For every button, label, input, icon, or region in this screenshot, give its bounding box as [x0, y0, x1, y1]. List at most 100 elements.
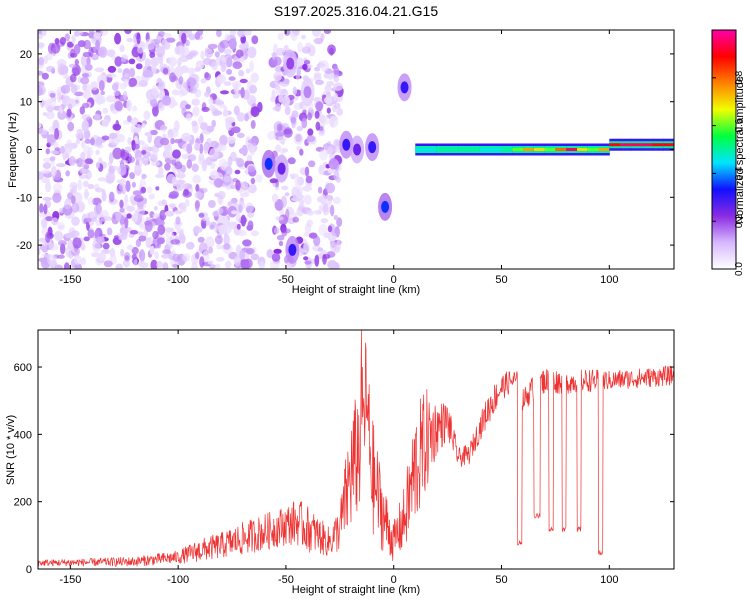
noise-speckle [96, 144, 104, 149]
noise-speckle [112, 147, 123, 160]
noise-speckle [214, 225, 220, 230]
noise-speckle [255, 174, 263, 183]
noise-speckle [155, 46, 165, 58]
noise-speckle [106, 73, 117, 78]
tone-line-core [501, 148, 513, 151]
noise-speckle [81, 114, 91, 121]
noise-speckle [297, 41, 303, 53]
noise-speckle [214, 51, 220, 58]
snr-y-label: SNR (10 * v/v) [5, 415, 17, 485]
noise-speckle [319, 149, 328, 161]
noise-speckle [87, 229, 95, 239]
noise-speckle [158, 80, 166, 91]
noise-speckle [313, 37, 324, 45]
noise-speckle [141, 173, 147, 179]
noise-speckle [54, 127, 60, 140]
y-tick-label: 0 [26, 564, 32, 576]
noise-speckle [203, 142, 209, 155]
noise-speckle [83, 39, 91, 50]
noise-speckle [110, 103, 115, 112]
noise-speckle [51, 141, 59, 148]
noise-speckle [242, 239, 252, 247]
noise-speckle [79, 106, 86, 115]
noise-speckle [235, 179, 241, 191]
noise-speckle [178, 76, 184, 85]
noise-speckle [296, 125, 304, 132]
noise-speckle [93, 113, 101, 121]
noise-speckle [272, 182, 277, 187]
noise-speckle [194, 142, 201, 151]
noise-speckle [94, 230, 100, 240]
noise-speckle [155, 186, 160, 191]
noise-speckle [175, 216, 181, 225]
noise-speckle [80, 54, 88, 67]
noise-speckle [236, 132, 245, 139]
noise-speckle [238, 229, 247, 237]
noise-speckle [226, 136, 236, 144]
chart-title: S197.2025.316.04.21.G15 [274, 3, 438, 19]
noise-speckle [323, 30, 331, 34]
noise-speckle [108, 191, 115, 203]
noise-speckle [141, 123, 146, 128]
noise-speckle [97, 177, 107, 182]
noise-speckle [324, 84, 332, 92]
noise-speckle [46, 65, 55, 73]
noise-speckle [133, 165, 142, 171]
noise-speckle [138, 235, 147, 242]
noise-speckle [42, 162, 52, 170]
noise-speckle [273, 56, 282, 66]
noise-speckle [115, 211, 122, 222]
noise-speckle [48, 243, 59, 251]
noise-speckle [209, 170, 219, 180]
noise-speckle [324, 96, 333, 104]
noise-speckle [217, 73, 226, 84]
noise-speckle [208, 246, 214, 254]
noise-speckle [95, 149, 100, 155]
noise-speckle [80, 257, 87, 266]
noise-speckle [68, 156, 76, 166]
noise-speckle [213, 178, 224, 188]
noise-speckle [214, 235, 223, 245]
tone-line-core [663, 143, 674, 147]
noise-speckle [271, 193, 279, 203]
noise-speckle [150, 56, 159, 67]
noise-speckle [297, 186, 303, 197]
noise-speckle [331, 116, 339, 121]
noise-speckle [63, 73, 69, 79]
noise-speckle [313, 210, 322, 215]
noise-speckle [333, 169, 340, 181]
tone-line-core [598, 148, 610, 151]
y-tick-label: 200 [14, 497, 32, 509]
noise-speckle [150, 149, 159, 161]
noise-speckle [161, 199, 167, 206]
noise-speckle [52, 119, 60, 132]
noise-speckle [250, 72, 259, 83]
noise-speckle [71, 202, 80, 213]
noise-speckle [195, 60, 205, 70]
noise-speckle [135, 63, 143, 70]
noise-speckle [281, 227, 288, 237]
noise-speckle [84, 158, 94, 165]
noise-speckle [180, 46, 190, 57]
spectrogram-features [261, 49, 412, 264]
noise-speckle [148, 193, 155, 200]
noise-speckle [142, 158, 149, 167]
noise-speckle [142, 69, 153, 78]
noise-speckle [161, 253, 170, 259]
noise-speckle [185, 39, 190, 47]
colorbar-tick-label: 0.4 [734, 166, 745, 180]
noise-speckle [49, 156, 56, 162]
noise-speckle [234, 169, 241, 175]
noise-speckle [109, 247, 116, 258]
noise-speckle [247, 212, 255, 218]
noise-speckle [296, 194, 305, 200]
noise-speckle [143, 110, 151, 121]
noise-speckle [280, 195, 287, 208]
noise-speckle [84, 63, 93, 71]
noise-speckle [216, 30, 222, 38]
x-tick-label: -150 [59, 574, 81, 586]
noise-speckle [74, 31, 80, 37]
noise-speckle [302, 249, 308, 255]
noise-speckle [199, 256, 205, 268]
noise-speckle [57, 109, 67, 120]
